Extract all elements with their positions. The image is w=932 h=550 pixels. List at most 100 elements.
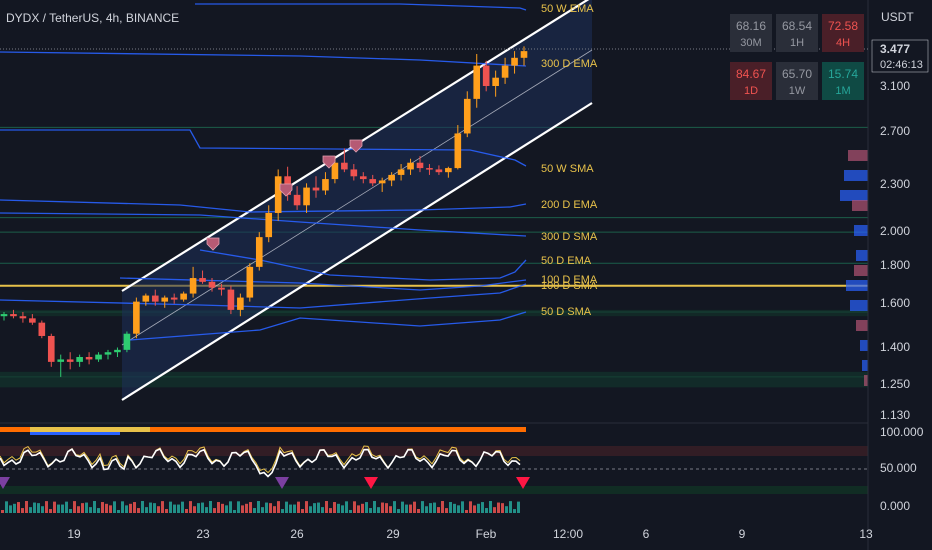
candle-body <box>19 316 27 319</box>
volume-bar <box>325 501 328 513</box>
ma-label: 200 D EMA <box>541 199 598 211</box>
candle-body <box>66 359 74 362</box>
volume-bar <box>201 502 204 513</box>
oscillator-tick-label: 0.000 <box>880 499 910 513</box>
volume-bar <box>181 501 184 513</box>
pivot-marker <box>349 139 363 153</box>
volume-bar <box>165 509 168 513</box>
time-tick-label: 26 <box>290 527 304 541</box>
volume-bar <box>345 501 348 513</box>
price-tick-label: 1.800 <box>880 258 910 272</box>
level-zone <box>0 371 868 388</box>
volume-bar <box>433 502 436 513</box>
volume-bar <box>465 509 468 513</box>
candle-body <box>350 169 358 177</box>
moving-averages <box>0 3 527 341</box>
ma-label: 50 D SMA <box>541 306 592 318</box>
volume-bar <box>445 508 448 513</box>
volume-bar <box>25 501 28 513</box>
signal-triangle <box>0 477 10 489</box>
candle-body <box>57 359 65 362</box>
volume-bar <box>357 505 360 513</box>
oscillator-line <box>0 447 521 478</box>
volume-bar <box>221 503 224 513</box>
price-tick-label: 1.400 <box>880 340 910 354</box>
volume-bar <box>209 501 212 513</box>
candle-body <box>85 357 93 360</box>
oscillator-tick-label: 50.000 <box>880 461 917 475</box>
candle-body <box>303 187 310 206</box>
volume-bar <box>301 509 304 513</box>
candle-body <box>473 65 481 99</box>
volume-bar <box>157 506 160 513</box>
volume-bar <box>373 501 376 513</box>
volume-bar <box>409 504 412 513</box>
volume-bar <box>17 502 20 513</box>
volume-bar <box>281 509 284 513</box>
volume-bar <box>205 507 208 513</box>
ma-label: 100 D SMA <box>541 280 598 292</box>
oscillator-pane[interactable] <box>0 422 868 513</box>
volume-bar <box>229 501 232 513</box>
volume-bar <box>469 501 472 513</box>
candle-body <box>123 333 131 350</box>
volume-bar <box>161 501 164 513</box>
volume-bar <box>49 509 52 513</box>
candle-body <box>407 162 414 170</box>
candle-body <box>322 179 329 191</box>
strength-value: 84.67 <box>736 67 766 81</box>
volume-bar <box>365 502 368 513</box>
volume-bar <box>425 506 428 513</box>
volume-bar <box>485 508 488 513</box>
volume-bar <box>249 502 252 513</box>
volume-bar <box>109 505 112 513</box>
candle-body <box>76 357 83 362</box>
volume-bar <box>417 508 420 513</box>
signal-triangle <box>364 477 378 489</box>
volume-bar <box>309 506 312 513</box>
volume-bar <box>361 503 364 513</box>
pivot-marker <box>206 237 220 251</box>
signal-triangle <box>275 477 289 489</box>
time-tick-label: 23 <box>196 527 210 541</box>
volume-bar <box>189 501 192 513</box>
volume-bar <box>397 509 400 513</box>
profile-bar <box>840 190 868 201</box>
volume-bar <box>341 505 344 513</box>
signal-triangle <box>516 477 530 489</box>
volume-bar <box>269 503 272 513</box>
volume-bar <box>317 502 320 513</box>
time-axis[interactable]: 19 23 26 29 Feb 12:00 6 9 13 <box>67 527 873 541</box>
volume-bar <box>245 503 248 513</box>
ma-label: 300 D EMA <box>541 58 598 70</box>
volume-bar <box>93 501 96 513</box>
candle-body <box>255 237 263 267</box>
volume-bar <box>105 503 108 513</box>
candle-body <box>463 98 471 134</box>
candle-body <box>445 168 452 173</box>
candle-body <box>10 314 17 317</box>
strength-value: 68.16 <box>736 19 766 33</box>
candle-body <box>151 295 159 302</box>
strength-cell <box>776 14 818 52</box>
profile-bar <box>854 265 868 276</box>
price-tick-label: 2.700 <box>880 124 910 138</box>
candle-body <box>331 162 339 180</box>
candle-body <box>0 314 8 317</box>
volume-bar <box>389 506 392 513</box>
profile-bar <box>856 250 868 261</box>
candle-body <box>95 354 102 360</box>
volume-bar <box>89 507 92 513</box>
price-tick-label: 1.130 <box>880 408 910 422</box>
volume-bar <box>125 505 128 513</box>
volume-bar <box>513 509 516 513</box>
candle-body <box>114 349 121 353</box>
axis-background <box>868 0 932 550</box>
oversold-band <box>0 486 868 494</box>
volume-bar <box>481 502 484 513</box>
volume-bar <box>41 506 44 513</box>
volume-bar <box>509 501 512 513</box>
profile-bar <box>860 340 868 351</box>
